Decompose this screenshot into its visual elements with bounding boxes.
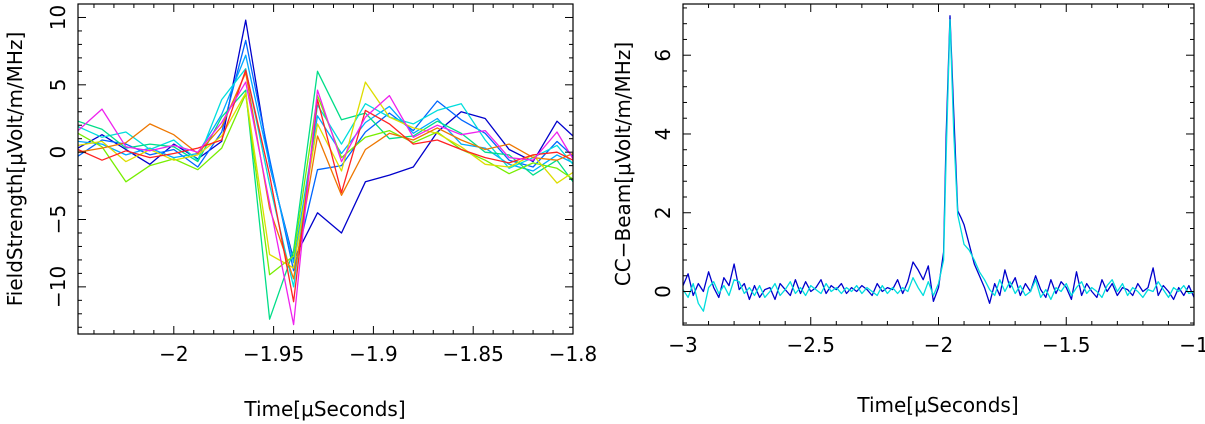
x-tick-label: −1.5 <box>1042 333 1091 357</box>
y-tick-label: 0 <box>46 146 70 159</box>
right-chart-y-axis-label: CC−Beam[μVolt/m/MHz] <box>611 42 635 286</box>
x-tick-label: −3 <box>668 333 697 357</box>
series-line-3 <box>78 54 573 264</box>
x-tick-label: −2 <box>924 333 953 357</box>
right-chart-ticks: −3 −2.5 −2 −1.5 −1 6 4 2 0 <box>651 4 1205 357</box>
y-tick-label: −5 <box>46 205 70 234</box>
right-chart-frame <box>682 3 1195 326</box>
series-line-2 <box>683 19 1194 312</box>
series-line-1 <box>683 15 1194 304</box>
series-line-4 <box>78 68 573 288</box>
y-tick-label: −10 <box>46 266 70 308</box>
y-tick-label: 5 <box>46 78 70 91</box>
series-line-10 <box>78 81 573 326</box>
series-line-8 <box>78 72 573 280</box>
x-tick-label: −1.95 <box>243 342 304 366</box>
x-tick-label: −1.9 <box>349 342 398 366</box>
y-tick-label: 6 <box>651 49 675 62</box>
right-chart-series <box>683 15 1194 312</box>
left-chart-y-axis-label: FieldStrength[μVolt/m/MHz] <box>3 32 27 307</box>
y-tick-label: 4 <box>651 128 675 141</box>
y-tick-label: 0 <box>651 285 675 298</box>
left-chart-series <box>78 19 573 326</box>
y-tick-label: 10 <box>46 5 70 30</box>
series-line-5 <box>78 70 573 320</box>
x-tick-label: −1.85 <box>443 342 504 366</box>
series-line-6 <box>78 93 573 276</box>
left-chart-x-axis-label: Time[μSeconds] <box>243 397 405 421</box>
left-chart-ticks: −2 −1.95 −1.9 −1.85 −1.8 10 5 0 −5 −10 <box>46 3 598 366</box>
right-chart: −3 −2.5 −2 −1.5 −1 6 4 2 0 Time[μSeconds] CC−Bea… <box>611 3 1205 417</box>
series-line-9 <box>78 69 573 303</box>
x-tick-label: −1.8 <box>549 342 598 366</box>
y-tick-label: 2 <box>651 206 675 219</box>
left-chart: −2 −1.95 −1.9 −1.85 −1.8 10 5 0 −5 −10 Time[μSeco… <box>3 3 598 421</box>
x-tick-label: −2.5 <box>786 333 835 357</box>
right-chart-x-axis-label: Time[μSeconds] <box>856 393 1018 417</box>
x-tick-label: −1 <box>1179 333 1205 357</box>
left-chart-frame <box>77 3 574 335</box>
series-line-7 <box>78 81 573 269</box>
x-tick-label: −2 <box>159 342 188 366</box>
